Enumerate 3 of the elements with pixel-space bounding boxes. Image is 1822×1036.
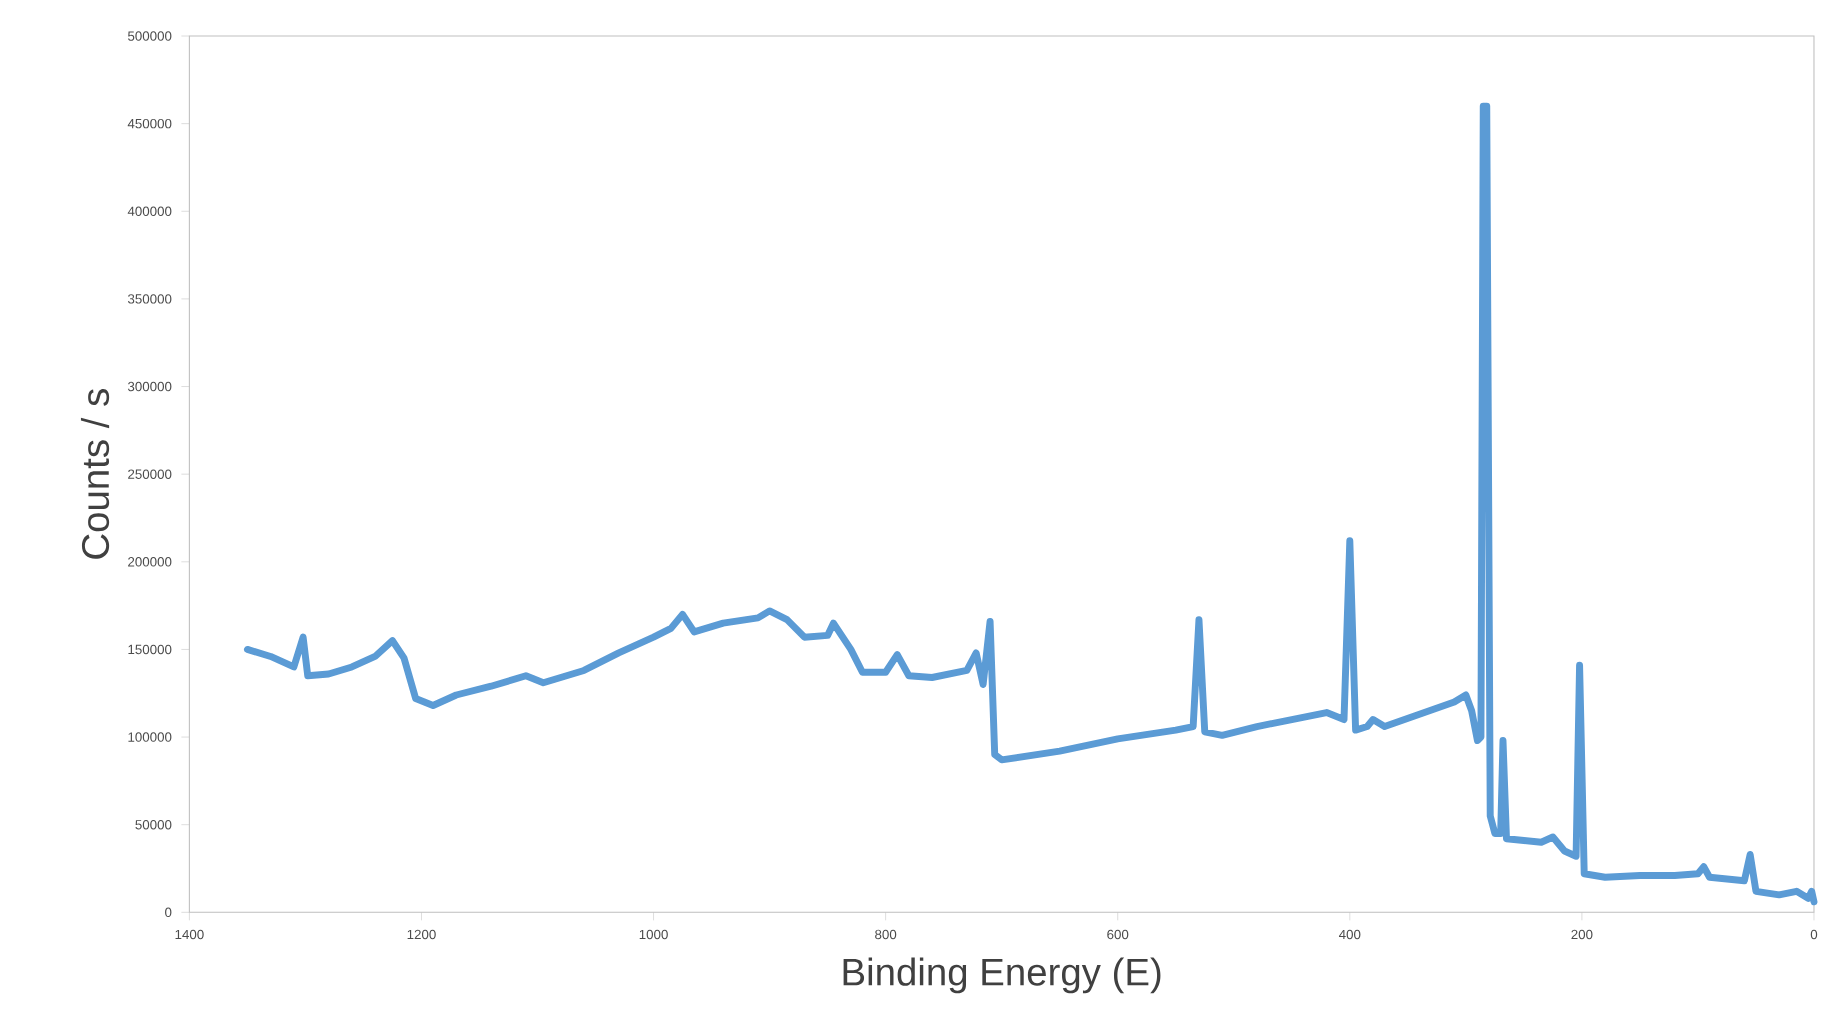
- x-axis-title: Binding Energy (E): [843, 957, 1161, 994]
- y-axis-title: Counts / s: [80, 388, 110, 559]
- line-series: [243, 102, 1818, 906]
